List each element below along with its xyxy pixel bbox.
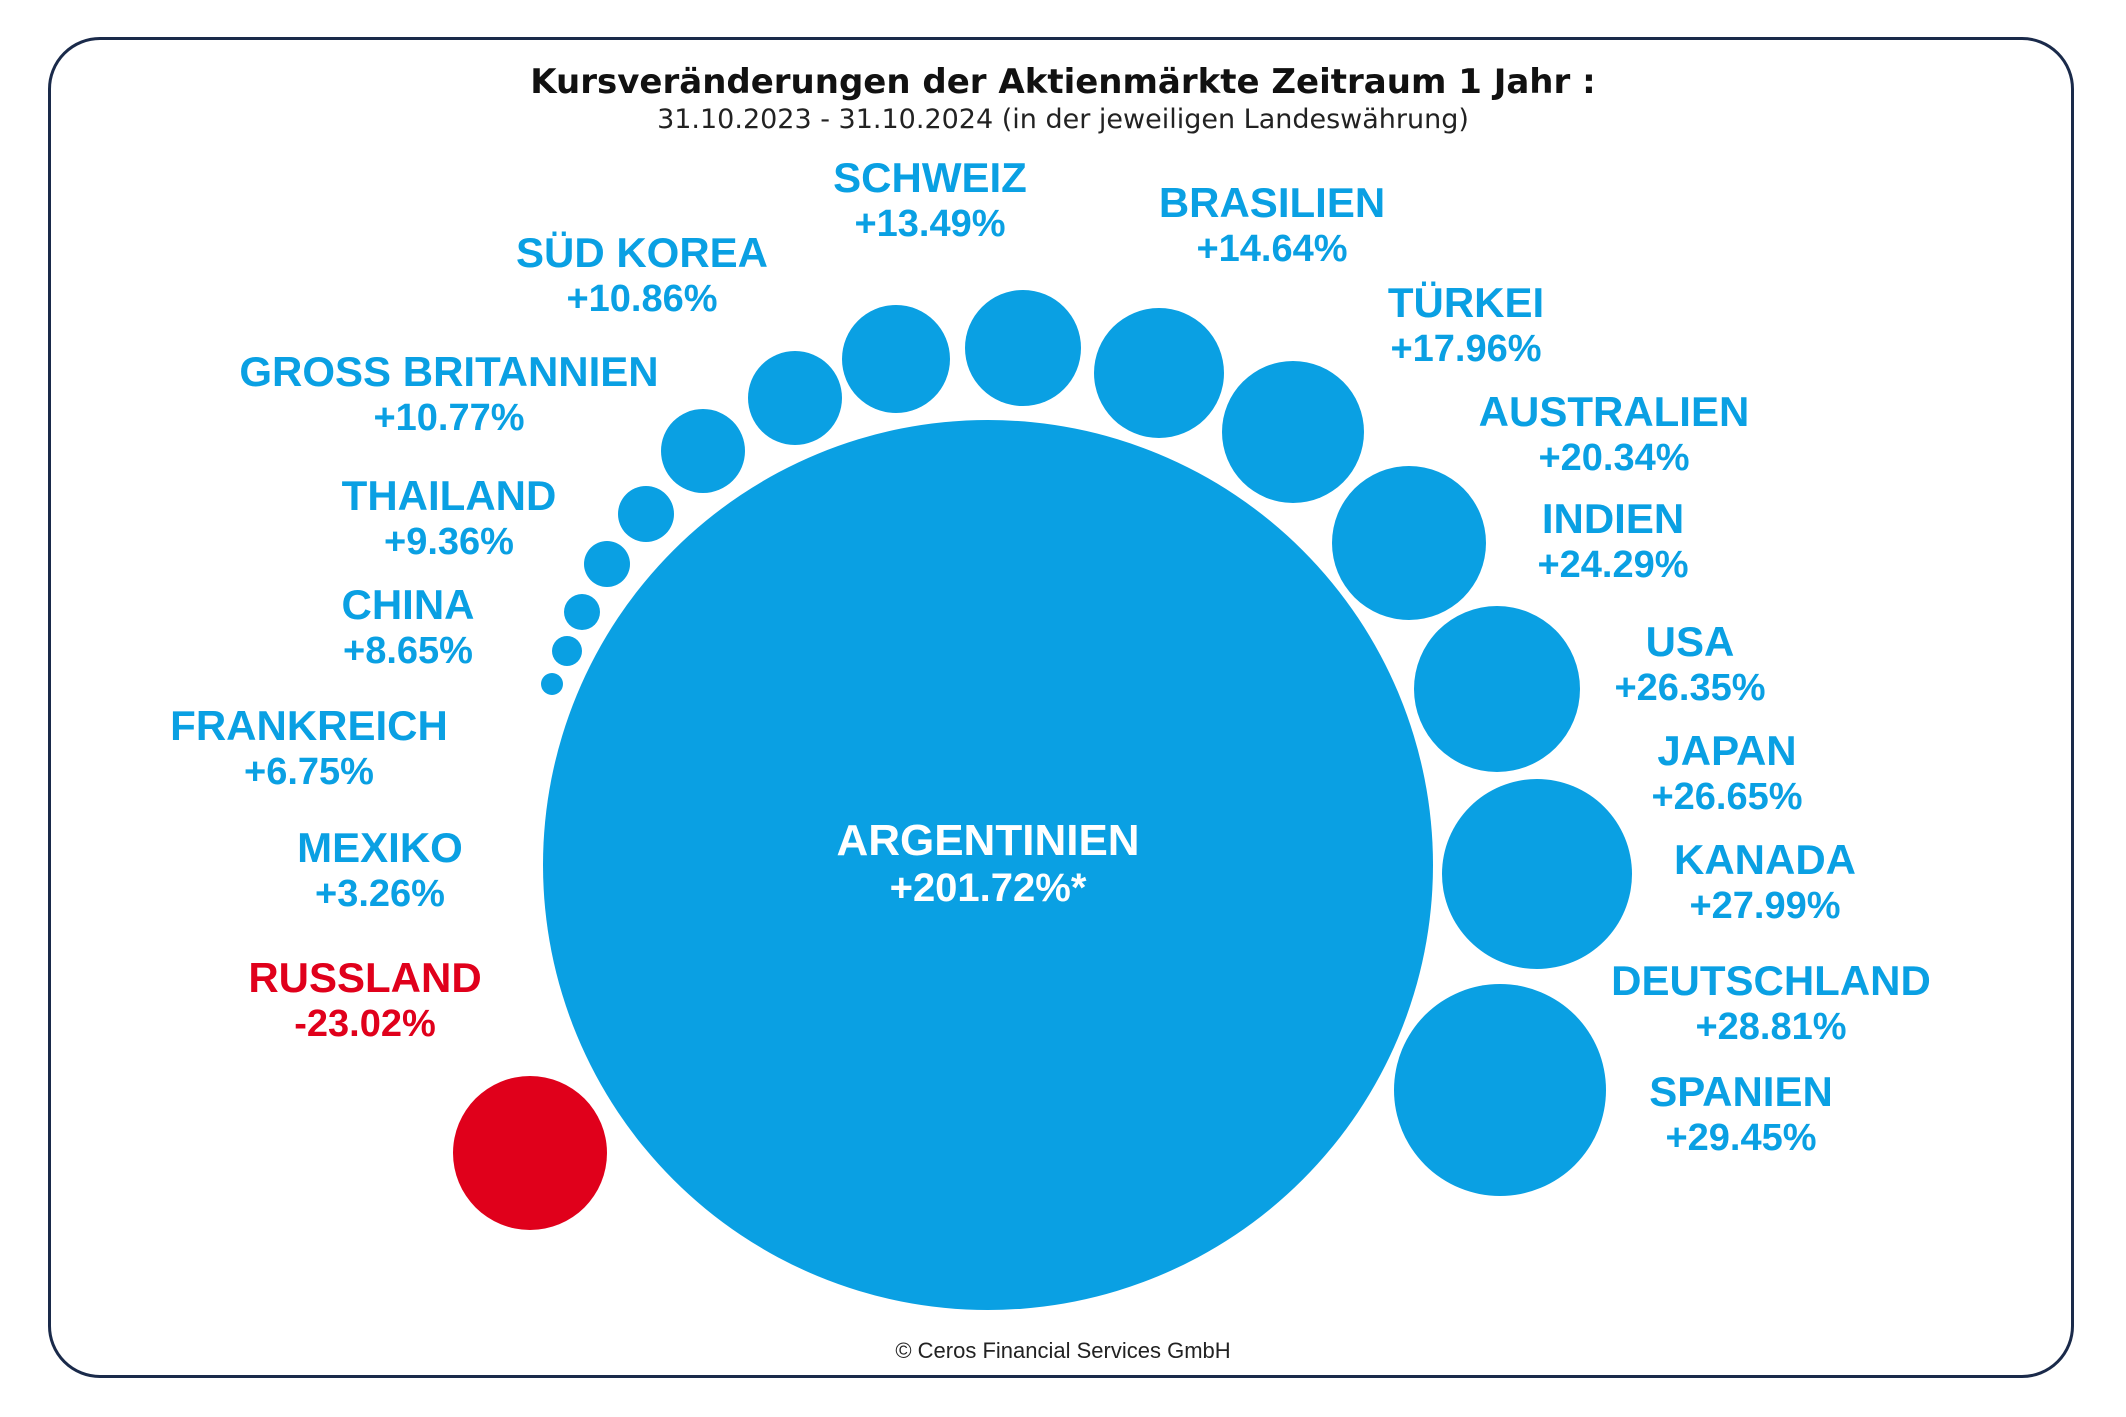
bubble-kanada (1442, 779, 1632, 969)
label-tuerkei-name: TÜRKEI (1388, 279, 1544, 326)
bubble-mexiko (541, 673, 563, 695)
label-brasilien-name: BRASILIEN (1159, 179, 1385, 226)
label-tuerkei-value: +17.96% (1390, 328, 1541, 370)
label-sued-korea-value: +10.86% (566, 278, 717, 320)
chart-subtitle: 31.10.2023 - 31.10.2024 (in der jeweilig… (657, 104, 1469, 135)
chart-frame (48, 37, 2074, 1378)
bubble-japan (1414, 606, 1580, 772)
copyright-credit: © Ceros Financial Services GmbH (895, 1338, 1231, 1363)
label-russland-name: RUSSLAND (248, 954, 481, 1001)
label-indien-value: +24.29% (1537, 544, 1688, 586)
bubble-deutschland (1394, 984, 1606, 1196)
label-deutschland-value: +28.81% (1695, 1006, 1846, 1048)
bubble-frankreich (552, 636, 582, 666)
bubble-schweiz (748, 351, 842, 445)
bubble-brasilien (842, 305, 950, 413)
label-russland-value: -23.02% (294, 1003, 436, 1045)
label-frankreich-name: FRANKREICH (170, 702, 448, 749)
label-spanien-value: +29.45% (1665, 1117, 1816, 1159)
label-thailand-value: +9.36% (384, 521, 514, 563)
bubble-usa (1332, 466, 1486, 620)
label-usa-value: +26.35% (1614, 667, 1765, 709)
label-deutschland-name: DEUTSCHLAND (1611, 957, 1931, 1004)
bubble-china (564, 594, 600, 630)
label-frankreich-value: +6.75% (244, 751, 374, 793)
label-kanada-name: KANADA (1674, 836, 1856, 883)
label-mexiko-name: MEXIKO (297, 824, 463, 871)
bubble-thailand (584, 541, 630, 587)
bubble-indien (1222, 361, 1364, 503)
bubble-russland (453, 1076, 607, 1230)
label-japan-name: JAPAN (1657, 727, 1796, 774)
label-argentinien-value: +201.72%* (890, 866, 1087, 910)
label-argentinien-name: ARGENTINIEN (836, 816, 1139, 865)
label-gross-britannien-value: +10.77% (373, 397, 524, 439)
label-japan-value: +26.65% (1651, 776, 1802, 818)
bubble-sued-korea (661, 409, 745, 493)
label-thailand-name: THAILAND (342, 472, 557, 519)
label-gross-britannien-name: GROSS BRITANNIEN (239, 348, 658, 395)
label-schweiz-name: SCHWEIZ (833, 154, 1027, 201)
chart-title: Kursveränderungen der Aktienmärkte Zeitr… (530, 62, 1596, 102)
label-indien-name: INDIEN (1542, 495, 1684, 542)
label-china-value: +8.65% (343, 630, 473, 672)
label-spanien-name: SPANIEN (1649, 1068, 1833, 1115)
label-usa-name: USA (1646, 618, 1735, 665)
bubble-tuerkei (965, 290, 1081, 406)
label-sued-korea-name: SÜD KOREA (516, 229, 768, 276)
bubble-australien (1094, 308, 1224, 438)
label-australien-name: AUSTRALIEN (1479, 388, 1750, 435)
label-brasilien-value: +14.64% (1196, 228, 1347, 270)
label-kanada-value: +27.99% (1689, 885, 1840, 927)
label-australien-value: +20.34% (1538, 437, 1689, 479)
bubble-argentinien (543, 420, 1433, 1310)
label-mexiko-value: +3.26% (315, 873, 445, 915)
label-schweiz-value: +13.49% (854, 203, 1005, 245)
bubble-gross-britannien (618, 486, 674, 542)
label-china-name: CHINA (342, 581, 475, 628)
